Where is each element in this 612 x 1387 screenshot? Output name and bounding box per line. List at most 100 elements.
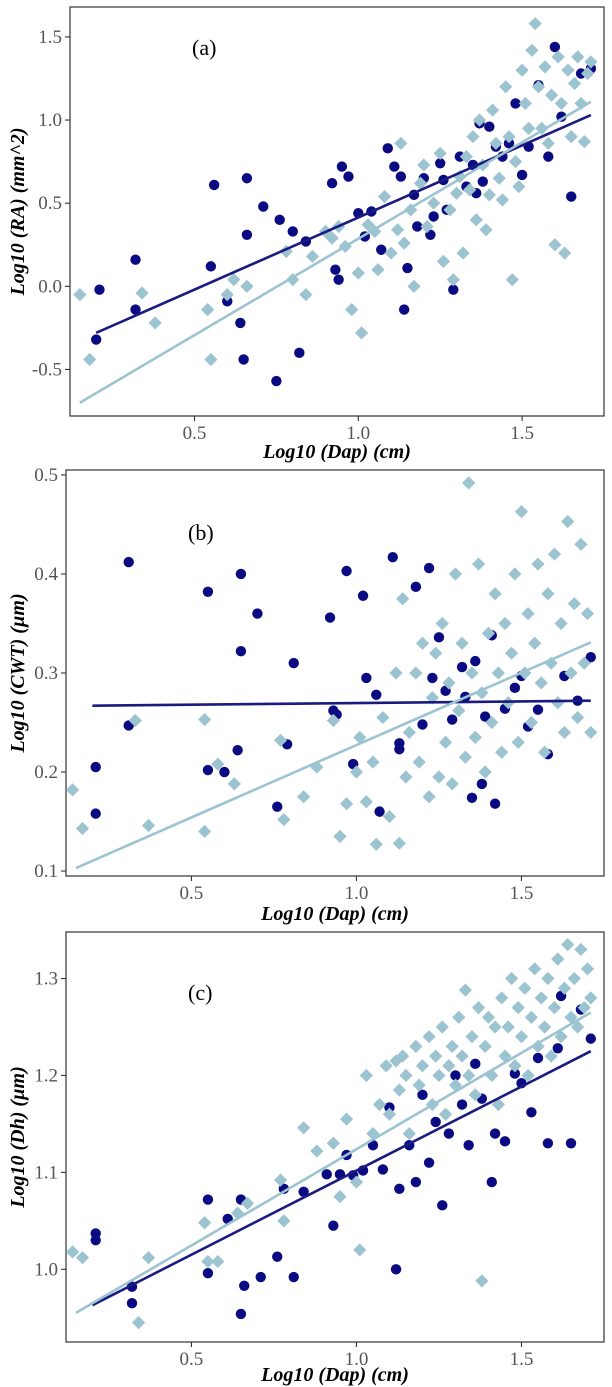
data-point-diamond — [531, 557, 545, 571]
data-point-diamond — [211, 1254, 225, 1269]
panel-3: 0.5 1.0 1.5 1.0 1.1 1.2 1.3 (c) Log10 (Dap) (cm)… — [7, 931, 605, 1386]
data-point-diamond — [541, 136, 555, 150]
data-point-diamond — [554, 616, 568, 631]
data-point-circle — [542, 1138, 554, 1149]
data-point-diamond — [198, 1216, 212, 1230]
data-point-diamond — [548, 238, 562, 252]
data-point-circle — [222, 296, 233, 307]
data-point-circle — [287, 226, 298, 237]
data-point-circle — [437, 1200, 448, 1211]
y-tick-label: -0.5 — [32, 359, 62, 380]
data-point-circle — [130, 254, 141, 265]
data-point-circle — [202, 1267, 214, 1279]
fit-line-1 — [92, 699, 591, 707]
data-point-diamond — [429, 646, 443, 660]
series-2-points — [66, 938, 598, 1330]
data-point-diamond — [402, 725, 416, 740]
data-point-diamond — [415, 1059, 430, 1073]
data-point-circle — [463, 1140, 474, 1151]
data-point-diamond — [541, 587, 555, 601]
data-point-diamond — [554, 96, 569, 111]
data-point-diamond — [525, 43, 539, 57]
data-point-circle — [239, 1280, 250, 1291]
data-point-circle — [330, 264, 341, 275]
data-point-diamond — [455, 1049, 469, 1063]
data-point-diamond — [397, 236, 411, 250]
data-point-diamond — [422, 1030, 436, 1044]
data-point-diamond — [551, 50, 565, 64]
data-point-circle — [390, 1264, 402, 1275]
data-point-circle — [374, 806, 385, 817]
data-point-circle — [398, 304, 410, 315]
data-point-diamond — [551, 952, 565, 966]
data-point-diamond — [508, 155, 523, 169]
series-1-points — [91, 41, 597, 387]
data-point-diamond — [353, 730, 367, 744]
data-point-diamond — [438, 735, 453, 749]
data-point-diamond — [531, 1039, 545, 1053]
data-point-diamond — [445, 1039, 459, 1053]
data-point-diamond — [297, 1121, 311, 1135]
data-point-diamond — [279, 244, 293, 259]
data-point-diamond — [570, 1020, 585, 1034]
data-point-circle — [470, 1058, 481, 1070]
x-axis-title: Log10 (Dap) (cm) — [262, 441, 411, 463]
data-point-circle — [489, 1128, 501, 1139]
series-2-points — [66, 476, 598, 851]
data-point-diamond — [574, 537, 588, 551]
y-tick-label: 1.3 — [34, 969, 58, 990]
data-point-diamond — [392, 1083, 406, 1097]
data-point-diamond — [574, 96, 588, 111]
data-point-diamond — [469, 213, 483, 227]
data-point-diamond — [558, 246, 572, 260]
data-point-diamond — [458, 983, 472, 997]
data-point-diamond — [462, 1068, 476, 1083]
data-point-diamond — [544, 88, 559, 102]
data-point-diamond — [384, 246, 398, 260]
data-point-diamond — [544, 1049, 558, 1063]
data-point-diamond — [449, 186, 464, 200]
data-point-diamond — [514, 504, 529, 519]
data-point-diamond — [577, 1001, 591, 1015]
data-point-diamond — [372, 1097, 387, 1112]
data-point-circle — [252, 608, 263, 619]
data-point-circle — [205, 261, 217, 272]
data-point-diamond — [458, 750, 472, 764]
series-1-points — [90, 990, 596, 1320]
data-point-diamond — [73, 288, 87, 302]
data-point-circle — [235, 1308, 247, 1320]
data-point-diamond — [468, 730, 482, 744]
data-point-circle — [428, 211, 439, 222]
data-point-diamond — [359, 795, 373, 809]
data-point-circle — [328, 1220, 339, 1231]
data-point-circle — [417, 719, 428, 730]
fit-line-2 — [75, 1011, 592, 1315]
data-point-diamond — [471, 1001, 486, 1015]
data-point-diamond — [198, 712, 212, 727]
data-point-diamond — [471, 557, 486, 571]
data-point-diamond — [75, 821, 90, 836]
data-point-diamond — [326, 713, 340, 728]
data-point-circle — [566, 191, 577, 202]
data-point-diamond — [488, 1020, 502, 1034]
data-point-diamond — [443, 203, 457, 217]
data-point-diamond — [531, 80, 546, 94]
data-point-diamond — [148, 316, 162, 330]
data-point-diamond — [571, 50, 585, 64]
data-point-diamond — [200, 302, 215, 317]
data-point-diamond — [422, 790, 436, 804]
data-point-diamond — [485, 715, 499, 730]
data-point-circle — [130, 304, 141, 315]
data-point-diamond — [512, 179, 526, 194]
data-point-circle — [410, 581, 422, 593]
data-point-diamond — [442, 1059, 456, 1073]
data-point-diamond — [339, 1112, 354, 1126]
data-point-diamond — [524, 715, 538, 730]
data-point-diamond — [273, 1173, 288, 1187]
data-point-diamond — [394, 136, 408, 150]
data-point-diamond — [427, 196, 441, 210]
data-point-diamond — [465, 1030, 479, 1044]
data-point-diamond — [577, 656, 591, 670]
data-point-diamond — [455, 636, 469, 650]
data-point-circle — [427, 672, 438, 684]
